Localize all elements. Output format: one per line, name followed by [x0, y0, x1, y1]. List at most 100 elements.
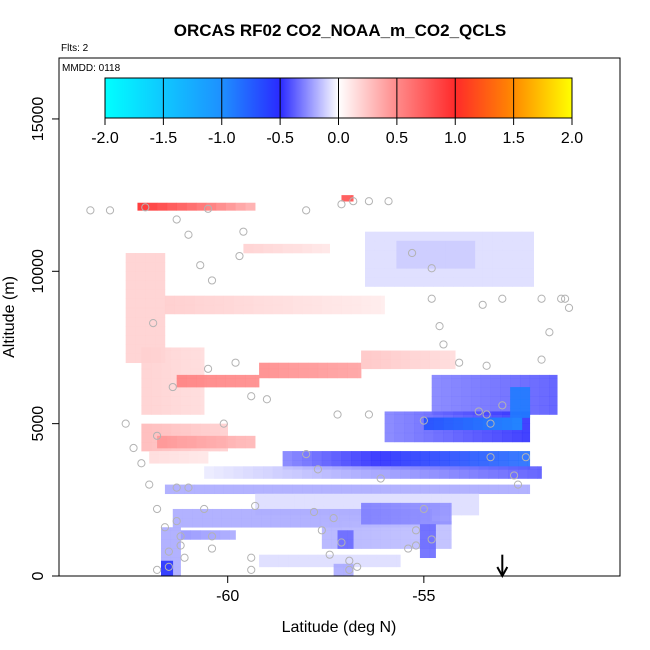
heatmap-cell	[190, 405, 201, 415]
heatmap-cell	[215, 438, 227, 449]
heatmap-cell	[288, 554, 299, 559]
heatmap-cell	[419, 548, 431, 559]
heatmap-cell	[365, 231, 376, 242]
heatmap-cell	[282, 469, 293, 479]
heatmap-cell	[196, 435, 207, 440]
heatmap-cell	[361, 502, 372, 507]
heatmap-cell	[508, 460, 519, 470]
heatmap-cell	[353, 493, 364, 498]
heatmap-cell	[331, 466, 342, 470]
heatmap-cell	[445, 259, 456, 269]
heatmap-cell	[419, 466, 431, 470]
x-tick-label: -55	[412, 588, 435, 605]
heatmap-cell	[190, 368, 201, 379]
heatmap-cell	[312, 484, 323, 495]
heatmap-cell	[490, 405, 501, 415]
heatmap-cell	[384, 423, 395, 434]
heatmap-cell	[508, 484, 519, 495]
heatmap-cell	[498, 484, 509, 495]
heatmap-cell	[431, 405, 442, 415]
heatmap-cell	[361, 484, 372, 495]
heatmap-cell	[461, 496, 472, 507]
heatmap-cell	[361, 359, 372, 370]
heatmap-cell	[135, 289, 146, 300]
heatmap-cell	[235, 374, 246, 379]
sample-point	[313, 465, 323, 474]
heatmap-cell	[321, 469, 332, 479]
heatmap-cell	[459, 451, 470, 461]
heatmap-cell	[298, 362, 309, 370]
heatmap-cell	[510, 399, 521, 409]
heatmap-cell	[478, 466, 489, 470]
heatmap-cell	[412, 493, 423, 498]
heatmap-cell	[186, 435, 197, 440]
heatmap-cell	[529, 405, 540, 415]
heatmap-cell	[155, 317, 166, 327]
sample-point	[521, 453, 530, 462]
sample-point	[482, 410, 491, 419]
heatmap-cell	[278, 368, 289, 379]
heatmap-cell	[274, 496, 285, 507]
heatmap-cell	[482, 432, 493, 443]
heatmap-cell	[492, 411, 503, 415]
heatmap-cell	[470, 396, 482, 406]
heatmap-cell	[390, 451, 401, 461]
heatmap-cell	[135, 307, 146, 318]
heatmap-cell	[390, 359, 401, 370]
heatmap-cell	[184, 295, 195, 306]
heatmap-cell	[365, 277, 376, 287]
heatmap-cell	[500, 396, 511, 406]
sample-point	[545, 328, 554, 337]
heatmap-cell	[470, 496, 480, 507]
heatmap-cell	[480, 396, 491, 406]
heatmap-cell	[141, 432, 152, 443]
sample-point	[184, 230, 193, 239]
heatmap-cell	[390, 502, 401, 507]
heatmap-cell	[529, 387, 540, 397]
heatmap-cell	[510, 390, 521, 400]
heatmap-cell	[255, 374, 260, 379]
heatmap-cell	[429, 548, 436, 559]
heatmap-cell	[472, 277, 483, 287]
heatmap-cell	[202, 508, 213, 519]
heatmap-cell	[449, 515, 452, 525]
heatmap-cell	[200, 423, 211, 434]
heatmap-cell	[445, 240, 456, 251]
heatmap-cell	[180, 423, 191, 434]
heatmap-cell	[502, 432, 513, 443]
heatmap-cell	[198, 451, 209, 455]
heatmap-cell	[500, 374, 511, 379]
heatmap-cell	[253, 304, 264, 315]
heatmap-cell	[441, 374, 452, 379]
heatmap-cell	[223, 295, 234, 306]
heatmap-cell	[366, 554, 378, 559]
heatmap-cell	[490, 396, 501, 406]
heatmap-cell	[527, 469, 538, 479]
heatmap-cell	[166, 435, 177, 440]
heatmap-cell	[500, 405, 511, 415]
heatmap-cell	[170, 377, 181, 388]
heatmap-cell	[170, 359, 181, 370]
heatmap-cell	[321, 530, 332, 540]
heatmap-cell	[135, 335, 146, 345]
heatmap-cell	[549, 377, 558, 388]
heatmap-cell	[223, 304, 234, 315]
heatmap-cell	[155, 262, 166, 272]
heatmap-cell	[410, 530, 421, 540]
heatmap-cell	[161, 539, 172, 549]
heatmap-cell	[357, 554, 368, 559]
heatmap-cell	[200, 359, 205, 370]
heatmap-cell	[449, 466, 460, 470]
heatmap-cell	[259, 362, 270, 370]
sample-point	[302, 450, 311, 459]
heatmap-cell	[166, 202, 177, 211]
heatmap-cell	[321, 484, 332, 495]
heatmap-cell	[443, 420, 454, 431]
heatmap-cell	[255, 496, 266, 507]
heatmap-cell	[194, 304, 205, 315]
heatmap-cell	[302, 304, 313, 315]
heatmap-cell	[337, 554, 348, 559]
heatmap-cell	[453, 231, 464, 242]
heatmap-cell	[231, 508, 242, 519]
